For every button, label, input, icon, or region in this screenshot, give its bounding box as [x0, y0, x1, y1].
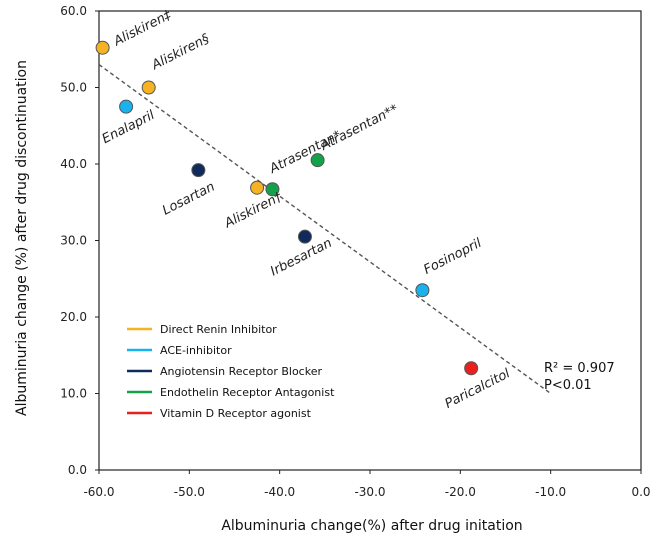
data-point-aliskiren-4 [250, 180, 265, 195]
y-tick-label: 10.0 [60, 387, 87, 401]
legend-entry: ACE-inhibitor [160, 344, 232, 357]
y-tick-label: 30.0 [60, 234, 87, 248]
y-axis-title: Albuminuria change (%) after drug discon… [14, 60, 30, 416]
point-label: Fosinopril [421, 236, 484, 278]
x-tick-label: -40.0 [264, 485, 295, 499]
point-label: Aliskiren§ [149, 31, 212, 73]
legend-entry: Vitamin D Receptor agonist [160, 407, 312, 420]
x-tick-label: -20.0 [445, 485, 476, 499]
y-tick-label: 60.0 [60, 4, 87, 18]
x-tick-label: -60.0 [83, 485, 114, 499]
axes [98, 10, 642, 471]
data-points [95, 40, 479, 376]
x-axis-title: Albuminuria change(%) after drug initati… [221, 518, 522, 534]
data-point-enalapril-2 [119, 99, 134, 114]
data-point-aliskiren-0 [95, 40, 110, 55]
y-tick-label: 40.0 [60, 157, 87, 171]
point-label: Aliskiren† [222, 190, 285, 232]
y-tick-label: 0.0 [68, 463, 87, 477]
x-tick-label: 0.0 [631, 485, 650, 499]
point-label: Enalapril [100, 108, 158, 147]
data-point-irbesartan-7 [297, 229, 312, 244]
data-point-aliskiren-1 [141, 80, 156, 95]
data-point-paricalcitol-9 [464, 361, 479, 376]
p-value-annotation: P<0.01 [544, 378, 592, 393]
x-tick-label: -10.0 [535, 485, 566, 499]
legend-entry: Angiotensin Receptor Blocker [160, 365, 322, 378]
legend-entry: Direct Renin Inhibitor [160, 323, 277, 336]
r-squared-annotation: R² = 0.907 [544, 361, 615, 376]
data-point-atrasentan-6 [310, 153, 325, 168]
legend-entry: Endothelin Receptor Antagonist [160, 386, 335, 399]
data-point-fosinopril-8 [415, 283, 430, 298]
data-point-atrasentan-5 [265, 182, 280, 197]
x-tick-label: -50.0 [174, 485, 205, 499]
trend-line [98, 63, 552, 395]
y-tick-label: 20.0 [60, 310, 87, 324]
data-point-losartan-3 [191, 163, 206, 178]
y-tick-label: 50.0 [60, 81, 87, 95]
point-label: Aliskiren‡ [111, 7, 174, 49]
point-label: Paricalcitol [443, 366, 513, 412]
y-axis-ticks: 0.0 10.0 20.0 30.0 40.0 50.0 60.0 [60, 4, 99, 477]
point-label: Losartan [160, 179, 217, 218]
x-tick-label: -30.0 [354, 485, 385, 499]
plot-frame [98, 10, 642, 471]
x-axis-ticks: -60.0 -50.0 -40.0 -30.0 -20.0 -10.0 0.0 [83, 470, 651, 499]
point-label: Atrasentan** [318, 102, 402, 154]
legend: Direct Renin Inhibitor ACE-inhibitor Angio… [127, 323, 335, 420]
